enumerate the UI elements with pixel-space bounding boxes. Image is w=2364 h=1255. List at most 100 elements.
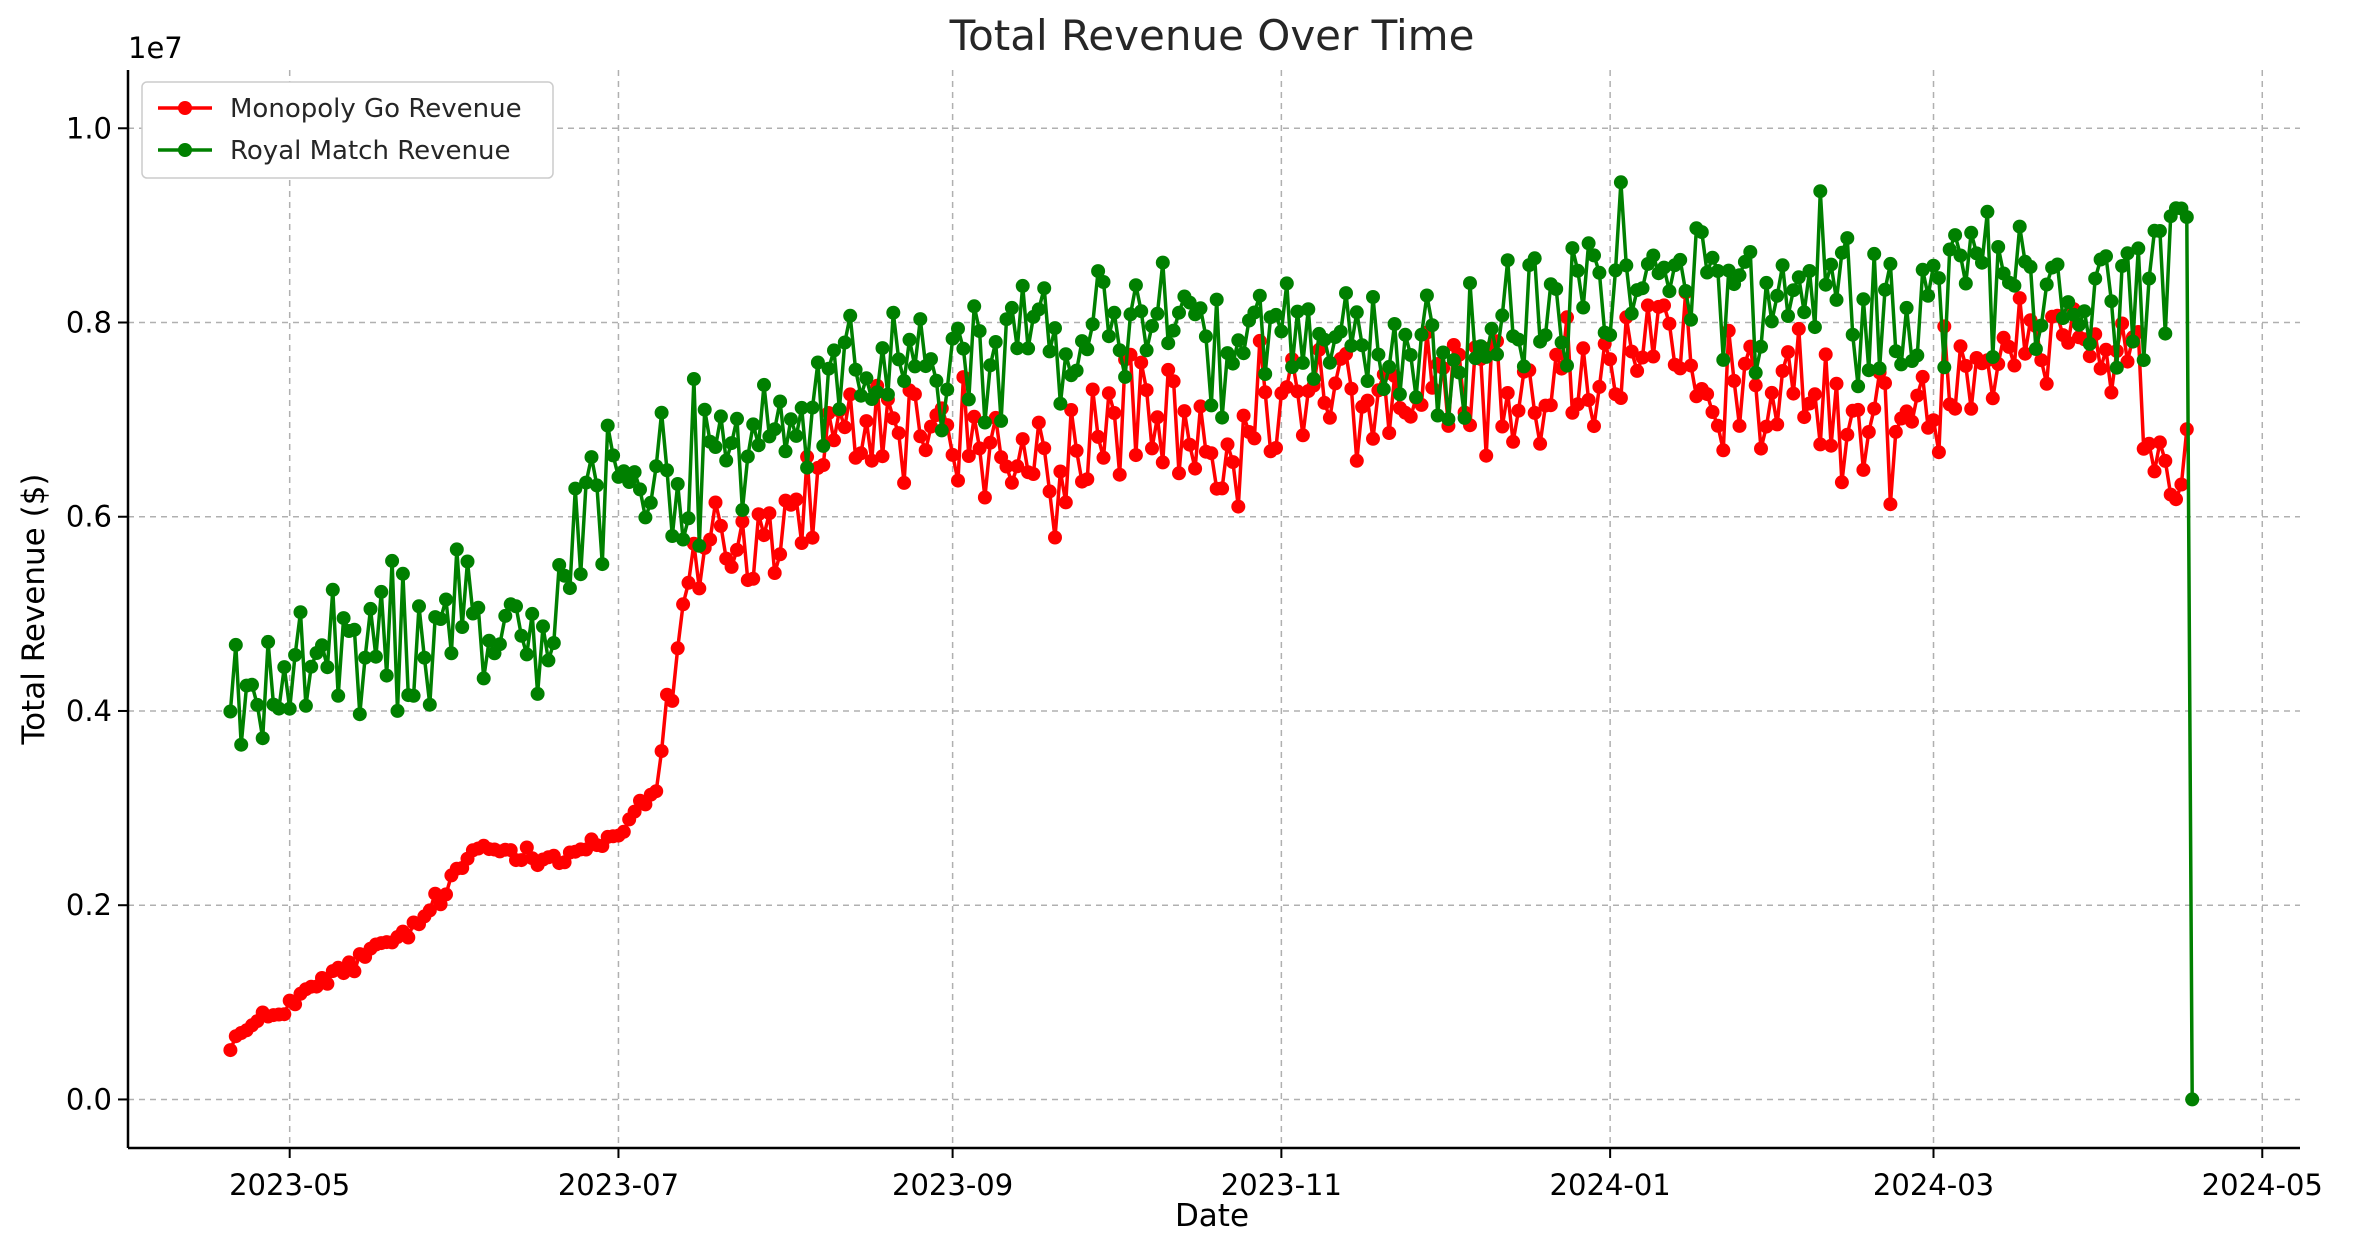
data-point: [336, 611, 351, 626]
data-point: [2120, 354, 2135, 369]
data-point: [444, 646, 459, 661]
data-point: [1732, 418, 1747, 433]
data-point: [1781, 309, 1795, 323]
data-point: [1861, 425, 1876, 439]
data-point: [907, 359, 922, 374]
data-point: [854, 388, 868, 403]
data-point: [746, 417, 761, 432]
data-point: [1301, 302, 1316, 317]
data-point: [1306, 371, 1321, 386]
data-point: [509, 599, 523, 614]
data-point: [1269, 441, 1283, 455]
data-point: [514, 853, 529, 868]
data-point: [2099, 249, 2113, 264]
data-point: [1840, 231, 1855, 246]
data-point: [1209, 292, 1224, 307]
data-point: [1786, 283, 1801, 298]
y-tick-label: 0.8: [66, 306, 112, 340]
data-point: [1797, 305, 1812, 320]
data-point: [428, 886, 443, 901]
x-tick-label: 2024-03: [1873, 1168, 1994, 1202]
data-point: [347, 964, 362, 979]
data-point: [843, 308, 858, 323]
x-tick-label: 2023-09: [892, 1168, 1013, 1202]
data-point: [2061, 335, 2076, 350]
data-point: [1236, 346, 1251, 361]
data-point: [1684, 358, 1698, 373]
data-point: [827, 433, 841, 448]
data-point: [886, 411, 901, 426]
data-point: [358, 650, 373, 665]
data-point: [692, 581, 707, 596]
x-tick-label: 2023-11: [1221, 1168, 1342, 1202]
data-point: [2152, 435, 2167, 450]
series-markers-monopoly-go: [223, 285, 2194, 1058]
data-point: [1161, 362, 1176, 377]
data-point: [228, 637, 243, 652]
data-point: [1759, 419, 1774, 434]
data-point: [1091, 264, 1106, 279]
data-point: [886, 305, 901, 320]
data-point: [1931, 445, 1946, 460]
data-point: [1080, 342, 1095, 357]
data-point: [864, 453, 879, 468]
data-point: [1834, 475, 1849, 490]
data-point: [2072, 317, 2086, 332]
data-point: [730, 542, 744, 557]
data-point: [552, 558, 567, 572]
data-point: [455, 620, 470, 634]
data-point: [627, 804, 642, 819]
data-point: [870, 385, 885, 400]
data-point: [1759, 275, 1774, 290]
data-point: [433, 612, 448, 626]
data-point: [1613, 175, 1628, 190]
data-point: [875, 449, 890, 464]
data-point: [2039, 376, 2054, 391]
data-point: [2050, 257, 2065, 272]
data-point: [1004, 475, 1019, 490]
data-point: [1430, 408, 1445, 423]
data-point: [1220, 346, 1235, 361]
data-point: [924, 419, 938, 434]
data-point: [1004, 300, 1019, 315]
data-point: [816, 438, 831, 453]
data-point: [1225, 356, 1240, 371]
data-point: [589, 478, 604, 493]
data-point: [676, 597, 691, 612]
data-point: [821, 361, 836, 376]
data-point: [740, 449, 755, 464]
data-point: [536, 619, 550, 634]
data-point: [676, 532, 691, 547]
data-point: [1220, 437, 1235, 452]
data-point: [1527, 405, 1542, 420]
data-point: [1495, 308, 1510, 323]
data-point: [972, 324, 987, 339]
data-point: [1134, 304, 1149, 319]
data-point: [633, 482, 647, 497]
data-point: [1436, 345, 1451, 360]
data-point: [2077, 304, 2092, 319]
data-point: [1851, 402, 1866, 417]
data-point: [1247, 431, 1262, 446]
data-point: [1673, 252, 1688, 267]
data-point: [800, 460, 815, 475]
data-point: [1516, 359, 1531, 374]
data-point: [379, 668, 394, 683]
data-point: [271, 701, 286, 716]
data-point: [649, 784, 664, 799]
data-point: [2007, 278, 2022, 293]
data-point: [1570, 263, 1585, 278]
data-point: [1657, 298, 1671, 313]
data-point: [1096, 450, 1111, 465]
data-point: [1155, 255, 1170, 270]
data-point: [1506, 434, 1521, 449]
data-point: [1878, 282, 1892, 297]
data-point: [999, 459, 1014, 474]
legend-marker-royal-match: [178, 143, 192, 157]
data-point: [891, 352, 906, 367]
data-point: [827, 343, 841, 358]
data-point: [546, 636, 561, 650]
data-point: [1721, 263, 1736, 278]
data-point: [1247, 305, 1262, 320]
data-point: [1732, 268, 1747, 283]
